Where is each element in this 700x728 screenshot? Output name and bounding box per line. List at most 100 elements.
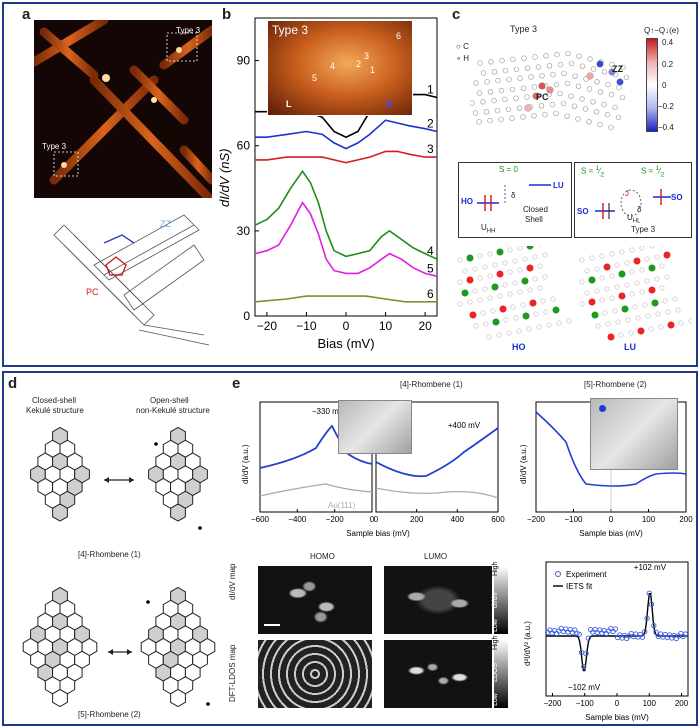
e-x-tick-label: 600	[491, 515, 505, 524]
carbon-atom	[531, 84, 538, 90]
orbital-lobe-red	[588, 298, 596, 306]
resonance-arrowheads-2	[108, 649, 132, 655]
orbital-atom	[675, 307, 681, 313]
orbital-atom	[512, 258, 518, 264]
orbital-atom	[599, 253, 605, 259]
orbital-atom	[487, 273, 493, 279]
orbital-atom	[639, 267, 645, 273]
type3-spin-left-num: 1	[595, 165, 600, 172]
y-tick-label: 30	[237, 224, 251, 238]
colorbar-tick-0: 0.4	[662, 38, 674, 47]
d-caption-5: [5]-Rhombene (2)	[78, 710, 141, 719]
orbital-atom	[483, 321, 489, 327]
d-right-title-2: non-Kekulé structure	[136, 406, 210, 415]
orbital-atom	[462, 268, 468, 274]
orbital-atom	[490, 308, 496, 314]
orbital-atom	[497, 293, 503, 299]
carbon-atom	[517, 75, 523, 81]
carbon-atom	[491, 97, 497, 104]
scale2-high: High	[492, 635, 499, 650]
orbital-lobe-red	[607, 333, 615, 341]
e-x-tick-label: 400	[451, 515, 465, 524]
carbon-atom	[553, 110, 559, 117]
orbital-atom	[533, 311, 539, 317]
e-x-tick-label: 0	[370, 515, 375, 524]
orbital-atom	[645, 313, 651, 319]
orbital-lobe-green	[648, 264, 656, 272]
iets-data-point	[581, 663, 587, 670]
spin-density-atom	[608, 68, 616, 76]
series-line-4	[254, 169, 438, 260]
orbital-atom	[678, 320, 684, 326]
carbon-atom	[605, 81, 611, 88]
spin-density-atom	[538, 82, 546, 90]
orbital-atom	[609, 295, 615, 301]
carbon-atom	[620, 64, 626, 71]
colorbar-tick-4: −0.4	[658, 123, 674, 132]
orbital-atom	[642, 302, 648, 308]
carbon-atom	[582, 106, 589, 112]
orbital-atom	[532, 276, 538, 282]
series-label-1: 1	[427, 82, 434, 96]
orbital-atom	[664, 274, 670, 280]
carbon-atom	[520, 114, 526, 120]
x-tick-label: −10	[296, 319, 317, 333]
e-header-right: [5]-Rhombene (2)	[584, 380, 647, 389]
orbital-atom	[526, 326, 532, 332]
iets-data-point	[646, 590, 652, 596]
carbon-atom	[543, 53, 549, 59]
carbon-atom	[565, 50, 571, 57]
orbital-atom	[654, 276, 660, 282]
e-plot-frame-1	[375, 401, 499, 513]
e-header-left: [4]-Rhombene (1)	[400, 380, 463, 389]
carbon-atom	[579, 96, 585, 102]
orbital-atom	[540, 298, 546, 304]
orbital-atom	[635, 315, 641, 321]
carbon-atom	[549, 101, 556, 108]
benzene-ring	[52, 503, 68, 522]
orbital-atom	[473, 323, 479, 329]
type3-caption: Type 3	[631, 225, 656, 234]
closed-u-sub: HH	[486, 228, 496, 235]
orbital-atom	[472, 266, 478, 272]
e-ylabel-right: dI/dV (a.u.)	[519, 444, 528, 484]
inset-num-4: 4	[330, 61, 336, 71]
e-x-tick-label: −100	[564, 515, 583, 524]
orbital-atom	[550, 296, 556, 302]
e-annotation-neg: −330 mV	[312, 407, 345, 416]
colorbar	[646, 38, 658, 132]
scale1-mid: dI/dV	[492, 591, 499, 608]
inset-num-1: 1	[370, 65, 376, 75]
orbital-atom	[487, 295, 493, 301]
carbon-atom	[546, 63, 553, 69]
carbon-atom	[502, 67, 509, 74]
pc-label-c: PC	[536, 92, 549, 102]
iets-fit-line	[546, 593, 688, 672]
orbital-lobe-green	[521, 277, 529, 285]
colorbar-tick-3: −0.2	[658, 102, 674, 111]
panel-a-stm-image: Type 3 Type 3	[34, 20, 212, 198]
orbital-lobe-green	[621, 305, 629, 313]
carbon-atom	[524, 94, 530, 100]
carbon-atom	[593, 109, 600, 115]
panel-label-a: a	[22, 6, 31, 23]
scale2-mid: LDOS	[492, 662, 499, 682]
map-homo-didv	[258, 566, 372, 634]
carbon-atom	[510, 56, 516, 63]
e-x-tick-label: −200	[527, 515, 546, 524]
carbon-atom	[494, 107, 501, 114]
carbon-atom	[564, 113, 570, 119]
closed-ho: HO	[461, 197, 473, 206]
orbital-atom	[507, 269, 513, 275]
carbon-atom	[568, 60, 575, 67]
orbital-atom	[542, 252, 548, 258]
legend-c-label: C	[463, 42, 469, 51]
type3-u-label: U	[627, 213, 633, 222]
orbital-lobe-red	[466, 276, 474, 284]
zz-label-a: ZZ	[160, 219, 171, 229]
orbital-atom	[487, 251, 493, 257]
d-caption-4: [4]-Rhombene (1)	[78, 550, 141, 559]
carbon-atom	[539, 73, 545, 79]
orbital-atom	[644, 256, 650, 262]
carbon-atom	[571, 103, 578, 109]
